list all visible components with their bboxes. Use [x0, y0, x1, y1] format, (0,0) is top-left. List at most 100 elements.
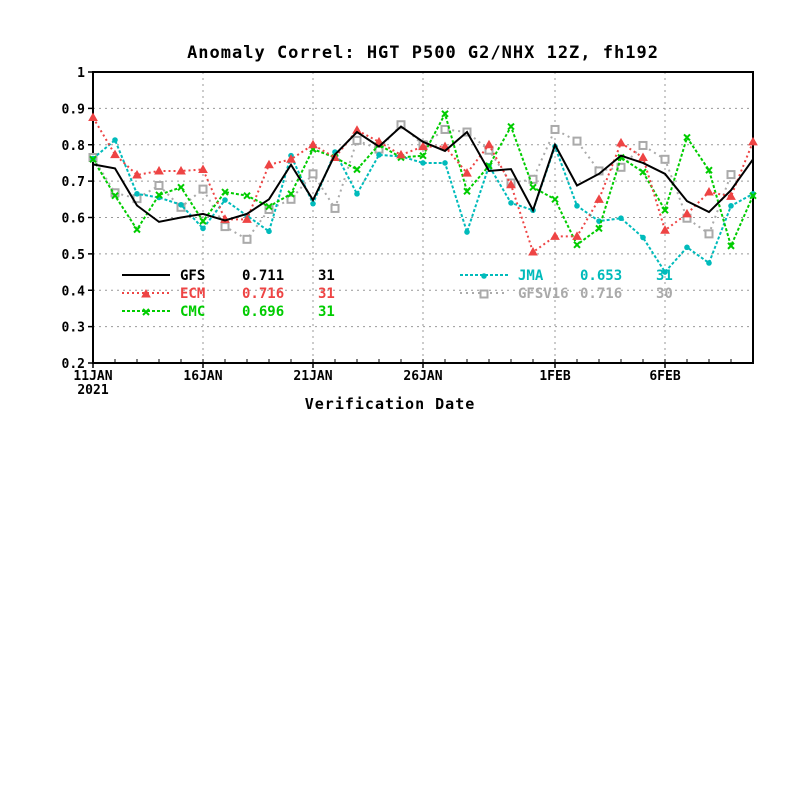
marker-dot: [376, 152, 382, 158]
marker-dot: [618, 215, 624, 222]
marker-triangle: [660, 225, 670, 234]
marker-x: [155, 191, 163, 199]
marker-triangle: [572, 231, 582, 240]
marker-triangle: [286, 154, 296, 163]
marker-square: [572, 136, 582, 146]
marker-triangle: [638, 152, 648, 161]
marker-x: [463, 187, 471, 196]
marker-x: [595, 224, 603, 233]
marker-square: [154, 180, 164, 190]
marker-triangle: [110, 149, 120, 159]
marker-x: [639, 168, 647, 176]
marker-square: [286, 194, 296, 204]
chart-title: Anomaly Correl: HGT P500 G2/NHX 12Z, fh1…: [187, 43, 659, 63]
marker-x: [243, 191, 251, 200]
y-tick-label: 0.4: [62, 284, 86, 299]
marker-square: [638, 140, 648, 150]
marker-square: [396, 120, 406, 130]
y-tick-label: 0.9: [62, 102, 85, 117]
marker-triangle: [308, 139, 318, 149]
legend-name: GFSV16: [518, 286, 569, 302]
x-tick-label: 26JAN: [403, 369, 442, 384]
series-group: [88, 110, 758, 275]
legend-name: GFS: [180, 268, 205, 284]
marker-x: [749, 191, 757, 200]
marker-x: [441, 110, 449, 118]
legend-item-gfsv16: GFSV16 0.716 30: [460, 286, 673, 302]
legend-count: 31: [318, 286, 335, 302]
series-line: [92, 125, 754, 223]
marker-dot: [222, 197, 228, 203]
series-jma: [90, 137, 756, 275]
y-tick-label: 0.5: [62, 248, 85, 263]
marker-dot: [134, 191, 140, 197]
marker-triangle: [141, 288, 151, 298]
y-tick-label: 1: [77, 66, 85, 81]
marker-x: [287, 190, 295, 198]
marker-dot: [310, 200, 316, 207]
marker-triangle: [88, 112, 98, 121]
marker-x: [111, 191, 119, 200]
legend-item-jma: JMA 0.653 31: [460, 268, 673, 284]
marker-x: [419, 151, 427, 160]
marker-triangle: [704, 187, 714, 196]
legend-mean: 0.653: [580, 268, 622, 284]
marker-triangle: [396, 149, 406, 159]
marker-x: [89, 155, 97, 164]
marker-square: [704, 229, 714, 239]
legend-count: 31: [656, 268, 673, 284]
marker-square: [726, 170, 736, 180]
marker-x: [265, 202, 273, 211]
marker-dot: [266, 228, 272, 235]
marker-dot: [684, 244, 690, 251]
marker-triangle: [506, 179, 516, 189]
y-tick-label: 0.3: [62, 321, 85, 336]
legend-count: 31: [318, 268, 335, 284]
marker-dot: [442, 160, 448, 166]
x-tick-sublabel: 2021: [77, 383, 108, 398]
marker-x: [727, 242, 735, 250]
marker-triangle: [682, 208, 692, 218]
marker-x: [133, 225, 141, 234]
x-tick-label: 6FEB: [649, 369, 680, 384]
y-tick-label: 0.6: [62, 212, 86, 227]
marker-square: [330, 203, 340, 213]
legend: GFS 0.711 31 ECM 0.716 31 CMC 0.696 31 JMA 0.653 31…: [122, 268, 673, 320]
marker-square: [616, 162, 626, 172]
marker-x: [221, 188, 229, 196]
marker-x: [507, 122, 515, 131]
marker-x: [199, 217, 207, 225]
legend-mean: 0.716: [242, 286, 284, 302]
marker-triangle: [198, 164, 208, 173]
marker-dot: [112, 137, 118, 143]
marker-square: [198, 184, 208, 194]
marker-dot: [508, 200, 514, 206]
marker-dot: [481, 273, 487, 279]
marker-dot: [640, 234, 646, 241]
marker-x: [705, 166, 713, 174]
marker-square: [440, 124, 450, 134]
marker-triangle: [528, 247, 538, 256]
marker-triangle: [374, 136, 384, 146]
legend-item-ecm: ECM 0.716 31: [122, 286, 335, 302]
marker-triangle: [418, 141, 428, 151]
marker-square: [220, 222, 230, 232]
marker-square: [660, 154, 670, 164]
marker-triangle: [176, 165, 186, 175]
marker-x: [661, 206, 669, 214]
marker-x: [177, 183, 185, 192]
marker-x: [573, 241, 581, 249]
marker-triangle: [594, 194, 604, 203]
legend-name: CMC: [180, 304, 205, 320]
marker-dot: [706, 260, 712, 266]
x-axis-label: Verification Date: [305, 395, 476, 413]
marker-x: [529, 183, 537, 192]
legend-mean: 0.716: [580, 286, 622, 302]
legend-count: 30: [656, 286, 673, 302]
series-gfs: [92, 125, 754, 223]
x-tick-label: 21JAN: [293, 369, 332, 384]
y-tick-label: 0.8: [62, 139, 86, 154]
marker-triangle: [550, 231, 560, 240]
